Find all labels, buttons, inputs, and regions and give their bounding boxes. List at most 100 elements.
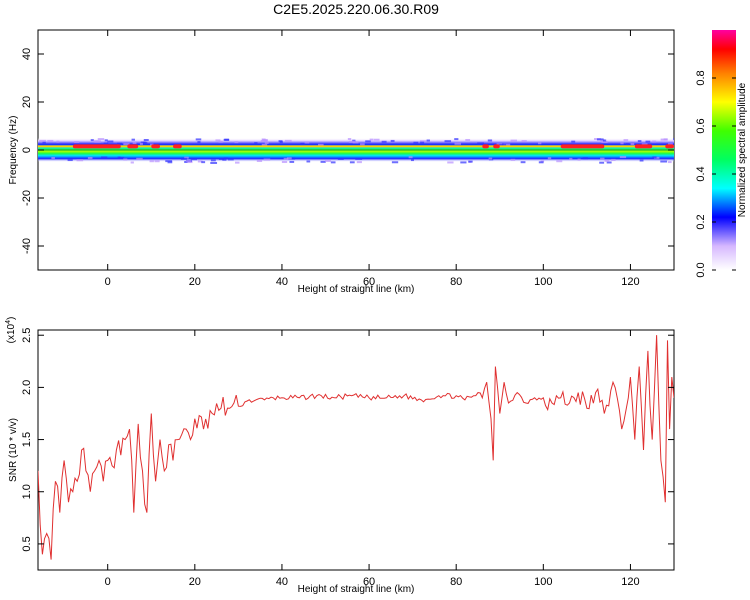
spectrogram-speckle	[510, 139, 518, 142]
spectrogram-speckle	[413, 141, 419, 144]
spectrogram-speckle	[235, 161, 240, 164]
spectrogram-speckle	[360, 143, 365, 146]
spectrogram-speckle	[355, 157, 363, 160]
spectrogram-speckle	[352, 141, 359, 144]
spectrogram-speckle	[256, 159, 263, 162]
spectrogram-speckle	[641, 143, 648, 146]
snr-y-ticks: 0.5 1.0 1.5 2.0 2.5	[21, 328, 674, 552]
spectrogram-speckle	[408, 156, 413, 159]
spectrogram-hot-segment	[493, 144, 500, 149]
snr-y-tick-label: 1.0	[21, 484, 33, 499]
spectrogram-speckle	[352, 139, 356, 142]
spectrogram-speckle	[602, 139, 607, 142]
snr-x-axis-label: Height of straight line (km)	[298, 584, 415, 595]
spectrogram-speckle	[184, 156, 189, 159]
spectrogram-speckle	[347, 138, 352, 141]
spectrogram-x-tick-label: 100	[534, 276, 552, 288]
spectrogram-speckle	[181, 157, 187, 160]
spectrogram-speckle	[149, 160, 154, 163]
spectrogram-speckle	[521, 140, 527, 143]
spectrogram-x-tick-label: 60	[363, 276, 375, 288]
spectrogram-speckle	[132, 141, 137, 144]
snr-line-group	[38, 335, 674, 560]
spectrogram-speckle	[460, 161, 467, 164]
colorbar-ticks: 0.0 0.2 0.4 0.6 0.8	[695, 70, 736, 278]
spectrogram-speckle	[499, 143, 507, 146]
snr-y-tick-label: 1.5	[21, 432, 33, 447]
spectrogram-speckle	[619, 156, 627, 159]
colorbar: 0.0 0.2 0.4 0.6 0.8 Normalized spectral ampl…	[695, 30, 748, 278]
spectrogram-speckle	[465, 139, 471, 142]
spectrogram-speckle	[167, 161, 173, 164]
snr-x-tick-label: 20	[189, 576, 201, 588]
spectrogram-speckle	[652, 140, 657, 143]
spectrogram-speckle	[201, 161, 206, 164]
spectrogram-speckle	[131, 138, 135, 141]
spectrogram-speckle	[369, 138, 374, 141]
spectrogram-speckle	[150, 143, 154, 146]
spectrogram-x-ticks: 0 20 40 60 80 100 120	[105, 30, 640, 288]
spectrogram-speckle	[304, 141, 310, 144]
spectrogram-speckle	[356, 161, 362, 164]
spectrogram-speckle	[538, 161, 544, 164]
colorbar-tick-label: 0.8	[695, 70, 707, 85]
spectrogram-speckle	[186, 160, 192, 163]
spectrogram-speckle	[218, 140, 223, 143]
spectrogram-speckle	[419, 140, 427, 143]
spectrogram-speckle	[604, 159, 610, 162]
spectrogram-speckle	[228, 158, 234, 161]
snr-x-tick-label: 120	[621, 576, 639, 588]
snr-panel: 0 20 40 60 80 100 120 0.5 1.0 1.5 2.0 2.5 (x104) H…	[5, 317, 675, 595]
spectrogram-speckle	[76, 159, 84, 162]
chart-title: C2E5.2025.220.06.30.R09	[273, 1, 439, 17]
spectrogram-speckle	[139, 142, 143, 145]
spectrogram-speckle	[190, 158, 198, 161]
spectrogram-speckle	[454, 142, 461, 145]
colorbar-tick-label: 0.0	[695, 262, 707, 277]
spectrogram-speckle	[426, 139, 430, 142]
spectrogram-x-axis-label: Height of straight line (km)	[298, 284, 415, 295]
spectrogram-speckle	[117, 142, 122, 145]
colorbar-tick-label: 0.4	[695, 166, 707, 181]
spectrogram-speckle	[67, 159, 73, 162]
spectrogram-speckle	[477, 142, 485, 145]
spectrogram-x-tick-label: 80	[450, 276, 462, 288]
spectrogram-x-tick-label: 20	[189, 276, 201, 288]
spectrogram-speckle	[420, 141, 425, 144]
spectrogram-band	[38, 138, 674, 164]
spectrogram-speckle	[639, 159, 644, 162]
spectrogram-speckle	[87, 156, 93, 159]
spectrogram-speckle	[538, 142, 542, 145]
spectrogram-speckle	[547, 157, 552, 160]
spectrogram-speckle	[391, 161, 399, 164]
snr-frame	[37, 329, 675, 571]
spectrogram-speckle	[94, 140, 101, 143]
snr-x-ticks: 0 20 40 60 80 100 120	[105, 330, 640, 588]
spectrogram-speckle	[444, 140, 452, 143]
snr-x-tick-label: 0	[105, 576, 111, 588]
spectrogram-hot-segment	[173, 144, 182, 149]
snr-x-tick-label: 80	[450, 576, 462, 588]
spectrogram-speckle	[320, 160, 326, 163]
colorbar-label: Normalized spectral amplitude	[737, 82, 748, 217]
spectrogram-speckle	[447, 161, 454, 164]
snr-x-tick-label: 60	[363, 576, 375, 588]
spectrogram-speckle	[215, 139, 221, 142]
spectrogram-speckle	[365, 140, 371, 143]
spectrogram-hot-segment	[665, 144, 674, 149]
spectrogram-speckle	[520, 161, 526, 164]
colorbar-gradient	[712, 30, 736, 270]
spectrogram-speckle	[123, 143, 130, 146]
spectrogram-speckle	[254, 142, 258, 145]
spectrogram-speckle	[503, 143, 511, 146]
spectrogram-speckle	[262, 138, 268, 141]
spectrogram-x-tick-label: 40	[276, 276, 288, 288]
colorbar-tick-label: 0.2	[695, 214, 707, 229]
spectrogram-speckle	[556, 160, 563, 163]
spectrogram-speckle	[90, 139, 94, 142]
spectrogram-speckle	[197, 160, 203, 163]
spectrogram-speckle	[582, 157, 588, 160]
spectrogram-speckle	[260, 139, 268, 142]
spectrogram-speckle	[337, 157, 344, 160]
